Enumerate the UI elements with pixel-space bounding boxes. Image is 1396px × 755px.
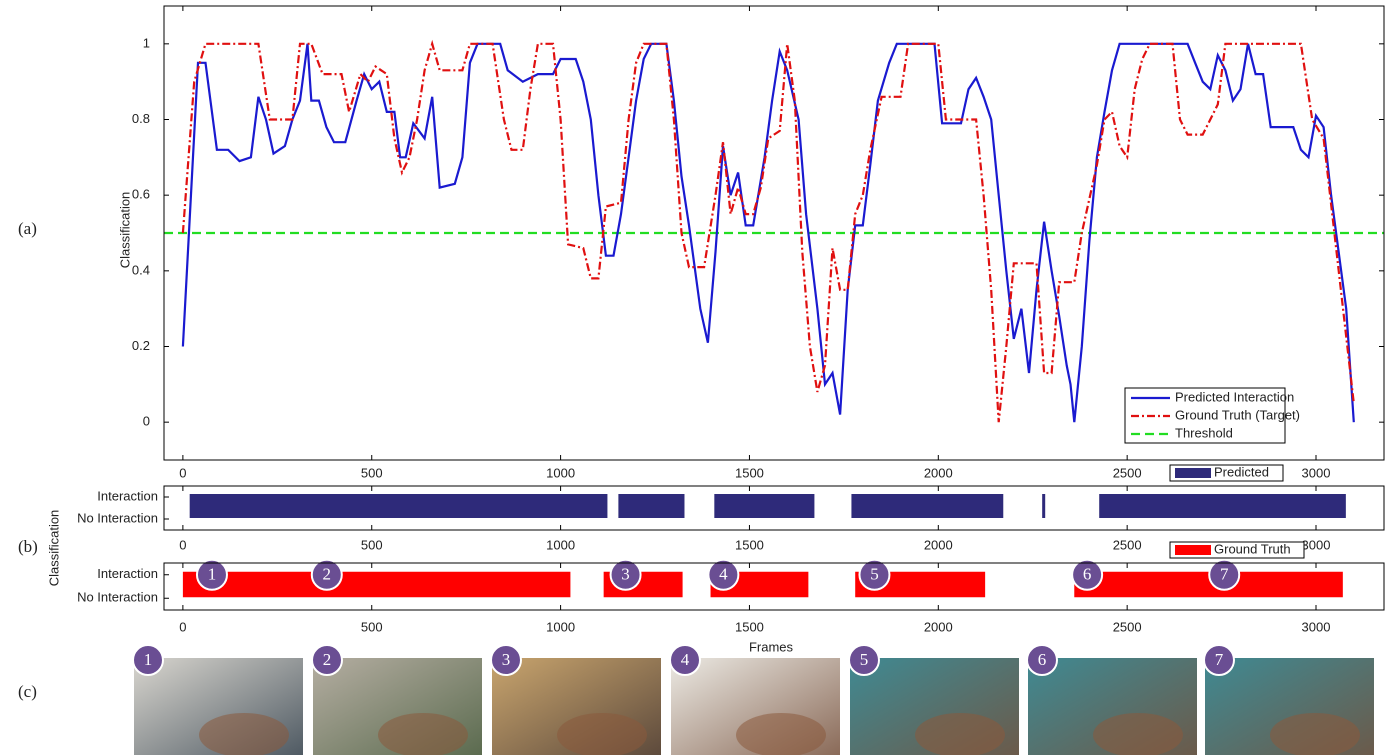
marker-label: 5 bbox=[870, 565, 879, 584]
legend-label: Predicted Interaction bbox=[1175, 389, 1294, 404]
y-tick-label: 0.8 bbox=[132, 111, 150, 126]
interval-bar bbox=[190, 494, 608, 518]
legend-label: Ground Truth bbox=[1214, 541, 1291, 556]
x-tick-label: 1500 bbox=[735, 537, 764, 552]
interval-bar bbox=[1099, 494, 1346, 518]
x-tick-label: 2500 bbox=[1113, 537, 1142, 552]
photo-badge-label: 7 bbox=[1215, 650, 1224, 669]
y-tick-label: 0.4 bbox=[132, 262, 150, 277]
marker-label: 7 bbox=[1220, 565, 1229, 584]
x-tick-label: 1000 bbox=[546, 619, 575, 634]
y-tick-label: No Interaction bbox=[77, 590, 158, 605]
figure: (a) (b) (c) Classification Classificatio… bbox=[0, 0, 1396, 755]
x-tick-label: 1000 bbox=[546, 465, 575, 480]
y-tick-label: 0.2 bbox=[132, 338, 150, 353]
x-tick-label: 3000 bbox=[1302, 619, 1331, 634]
y-tick-label: 0 bbox=[143, 414, 150, 429]
x-tick-label: 1500 bbox=[735, 619, 764, 634]
photo-badge-label: 3 bbox=[502, 650, 511, 669]
panel-label: (b) bbox=[18, 537, 38, 556]
interval-bar bbox=[714, 494, 814, 518]
interval-bar bbox=[183, 572, 571, 598]
legend-label: Threshold bbox=[1175, 425, 1233, 440]
photo-badge-label: 2 bbox=[323, 650, 332, 669]
marker-label: 4 bbox=[719, 565, 728, 584]
marker-label: 3 bbox=[621, 565, 630, 584]
x-tick-label: 0 bbox=[179, 537, 186, 552]
legend-label: Predicted bbox=[1214, 464, 1269, 479]
y-tick-label: Interaction bbox=[97, 488, 158, 503]
x-tick-label: 2000 bbox=[924, 619, 953, 634]
x-tick-label: 500 bbox=[361, 537, 383, 552]
photo-badge-label: 1 bbox=[144, 650, 153, 669]
marker-label: 6 bbox=[1083, 565, 1092, 584]
x-tick-label: 2000 bbox=[924, 465, 953, 480]
y-tick-label: 0.6 bbox=[132, 187, 150, 202]
photo-detail bbox=[1093, 713, 1183, 755]
photo-strip: 1 2 3 4 5 6 7 bbox=[133, 645, 1374, 755]
x-tick-label: 2000 bbox=[924, 537, 953, 552]
x-tick-label: 1500 bbox=[735, 465, 764, 480]
panel-label: (a) bbox=[18, 219, 37, 238]
marker-label: 1 bbox=[208, 565, 217, 584]
photo-badge-label: 4 bbox=[681, 650, 690, 669]
panel-label: (c) bbox=[18, 682, 37, 701]
x-axis-label: Frames bbox=[749, 639, 794, 654]
interval-bar bbox=[1042, 494, 1045, 518]
legend-swatch bbox=[1175, 545, 1211, 555]
x-tick-label: 3000 bbox=[1302, 465, 1331, 480]
x-tick-label: 3000 bbox=[1302, 537, 1331, 552]
x-tick-label: 0 bbox=[179, 619, 186, 634]
interval-bar bbox=[851, 494, 1003, 518]
y-axis-label: Classification bbox=[117, 192, 132, 269]
x-tick-label: 500 bbox=[361, 465, 383, 480]
interval-bar bbox=[618, 494, 684, 518]
photo-badge-label: 6 bbox=[1038, 650, 1047, 669]
legend-swatch bbox=[1175, 468, 1211, 478]
y-tick-label: No Interaction bbox=[77, 510, 158, 525]
x-tick-label: 2500 bbox=[1113, 465, 1142, 480]
photo-detail bbox=[557, 713, 647, 755]
photo-detail bbox=[915, 713, 1005, 755]
photo-badge-label: 5 bbox=[860, 650, 869, 669]
x-tick-label: 2500 bbox=[1113, 619, 1142, 634]
x-tick-label: 0 bbox=[179, 465, 186, 480]
x-tick-label: 500 bbox=[361, 619, 383, 634]
photo-detail bbox=[736, 713, 826, 755]
photo-detail bbox=[378, 713, 468, 755]
legend-label: Ground Truth (Target) bbox=[1175, 407, 1300, 422]
photo-detail bbox=[1270, 713, 1360, 755]
y-axis-label: Classification bbox=[46, 510, 61, 587]
y-tick-label: 1 bbox=[143, 35, 150, 50]
y-tick-label: Interaction bbox=[97, 566, 158, 581]
photo-detail bbox=[199, 713, 289, 755]
x-tick-label: 1000 bbox=[546, 537, 575, 552]
marker-label: 2 bbox=[323, 565, 332, 584]
